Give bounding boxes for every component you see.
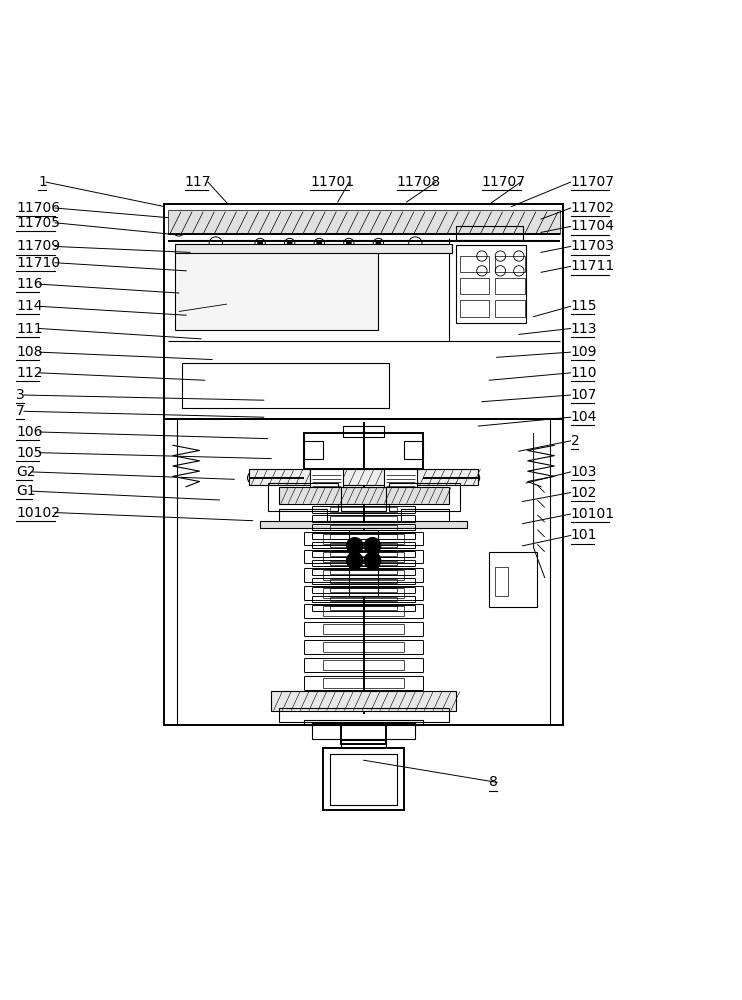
Text: 109: 109 xyxy=(571,345,597,359)
Circle shape xyxy=(177,228,181,232)
Circle shape xyxy=(364,538,381,554)
Text: 8: 8 xyxy=(489,775,498,789)
Circle shape xyxy=(317,241,321,246)
Bar xyxy=(164,419,563,725)
Bar xyxy=(390,483,460,511)
Text: 106: 106 xyxy=(16,425,43,439)
Bar xyxy=(341,725,386,744)
Bar xyxy=(175,249,378,330)
Bar xyxy=(304,720,423,725)
Text: 116: 116 xyxy=(16,277,43,291)
Bar xyxy=(495,256,525,272)
Text: 11704: 11704 xyxy=(571,219,614,233)
Bar xyxy=(349,530,378,596)
Bar xyxy=(260,521,467,528)
Bar xyxy=(460,256,489,272)
Bar xyxy=(460,300,489,317)
Text: 11710: 11710 xyxy=(16,256,60,270)
Text: 11706: 11706 xyxy=(16,201,60,215)
Bar xyxy=(343,426,384,437)
Bar xyxy=(401,509,449,522)
Text: 11711: 11711 xyxy=(571,259,615,273)
Circle shape xyxy=(287,241,292,246)
Text: 103: 103 xyxy=(571,465,597,479)
Bar xyxy=(278,708,449,722)
Circle shape xyxy=(347,552,363,569)
Text: 7: 7 xyxy=(16,404,25,418)
Text: 107: 107 xyxy=(571,388,597,402)
Bar xyxy=(404,441,423,459)
Text: 11707: 11707 xyxy=(482,175,526,189)
Bar xyxy=(495,567,508,596)
Bar xyxy=(168,210,559,234)
Bar xyxy=(268,483,338,511)
Text: 112: 112 xyxy=(16,366,43,380)
Text: 3: 3 xyxy=(16,388,25,402)
Circle shape xyxy=(258,241,263,246)
Circle shape xyxy=(364,552,381,569)
Text: 115: 115 xyxy=(571,299,597,313)
Bar xyxy=(272,691,456,711)
Bar xyxy=(310,469,343,499)
Text: 2: 2 xyxy=(571,434,580,448)
Text: 10102: 10102 xyxy=(16,506,60,520)
Bar xyxy=(304,433,423,469)
Bar xyxy=(495,278,525,294)
Bar xyxy=(341,740,386,748)
Text: 104: 104 xyxy=(571,410,597,424)
Text: 114: 114 xyxy=(16,299,43,313)
Bar xyxy=(175,244,453,253)
Bar xyxy=(460,278,489,294)
Text: 105: 105 xyxy=(16,446,42,460)
Text: 110: 110 xyxy=(571,366,597,380)
Bar xyxy=(183,363,390,408)
Text: 1: 1 xyxy=(39,175,47,189)
Bar xyxy=(341,487,386,511)
Text: 102: 102 xyxy=(571,486,597,500)
Bar xyxy=(456,226,522,240)
Bar xyxy=(384,469,417,499)
Text: 108: 108 xyxy=(16,345,43,359)
Bar xyxy=(312,723,416,739)
Text: 101: 101 xyxy=(571,528,597,542)
Text: 11702: 11702 xyxy=(571,201,614,215)
Text: 10101: 10101 xyxy=(571,507,614,521)
Bar xyxy=(304,441,323,459)
Text: 111: 111 xyxy=(16,322,43,336)
Bar xyxy=(323,748,404,810)
Circle shape xyxy=(177,217,181,221)
Bar xyxy=(330,754,397,805)
Bar xyxy=(278,509,326,522)
Bar xyxy=(164,204,563,419)
Text: 11703: 11703 xyxy=(571,239,614,253)
Bar xyxy=(249,469,478,485)
Circle shape xyxy=(376,241,381,246)
Text: 11701: 11701 xyxy=(310,175,355,189)
Circle shape xyxy=(347,538,363,554)
Bar xyxy=(456,245,526,323)
Text: 113: 113 xyxy=(571,322,597,336)
Bar xyxy=(278,487,449,504)
Text: 11707: 11707 xyxy=(571,175,614,189)
Text: 11708: 11708 xyxy=(397,175,441,189)
Text: G2: G2 xyxy=(16,465,36,479)
Text: 117: 117 xyxy=(185,175,211,189)
Bar xyxy=(489,552,537,607)
Circle shape xyxy=(347,241,351,246)
Text: G1: G1 xyxy=(16,484,36,498)
Text: 11705: 11705 xyxy=(16,216,60,230)
Text: 11709: 11709 xyxy=(16,239,60,253)
Bar xyxy=(495,300,525,317)
